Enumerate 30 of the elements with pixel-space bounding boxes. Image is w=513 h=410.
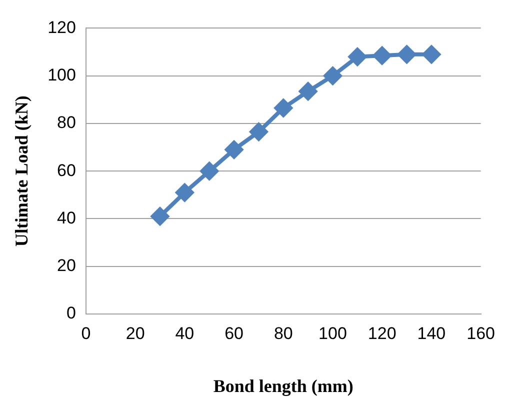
point [348, 48, 366, 66]
x-tick-label: 140 [417, 324, 446, 343]
point [324, 66, 342, 85]
x-tick-label: 80 [274, 324, 293, 343]
point [225, 140, 244, 159]
point [176, 184, 194, 202]
point [299, 82, 318, 100]
y-tick-label: 100 [48, 66, 76, 85]
point [274, 98, 292, 117]
y-tick-label: 120 [48, 18, 76, 37]
x-tick-label: 100 [318, 324, 347, 343]
x-tick-label: 0 [81, 324, 91, 343]
y-tick-label: 60 [57, 160, 76, 180]
x-tick-label: 160 [466, 324, 496, 343]
x-tick-label: 60 [224, 324, 244, 343]
point [151, 207, 169, 226]
y-tick-label: 40 [57, 208, 76, 228]
point [250, 122, 268, 141]
x-axis-title: Bond length (mm) [213, 376, 354, 396]
y-tick-label: 0 [66, 304, 76, 323]
point [422, 45, 440, 64]
x-tick-label: 40 [175, 324, 194, 343]
y-tick-label: 80 [57, 113, 76, 132]
y-axis-title: Ultimate Load (kN) [11, 96, 32, 247]
point [200, 162, 218, 180]
x-tick-label: 20 [126, 324, 145, 343]
y-tick-label: 20 [57, 256, 76, 276]
point [398, 45, 416, 64]
point [373, 46, 392, 65]
x-tick-label: 120 [368, 324, 396, 343]
